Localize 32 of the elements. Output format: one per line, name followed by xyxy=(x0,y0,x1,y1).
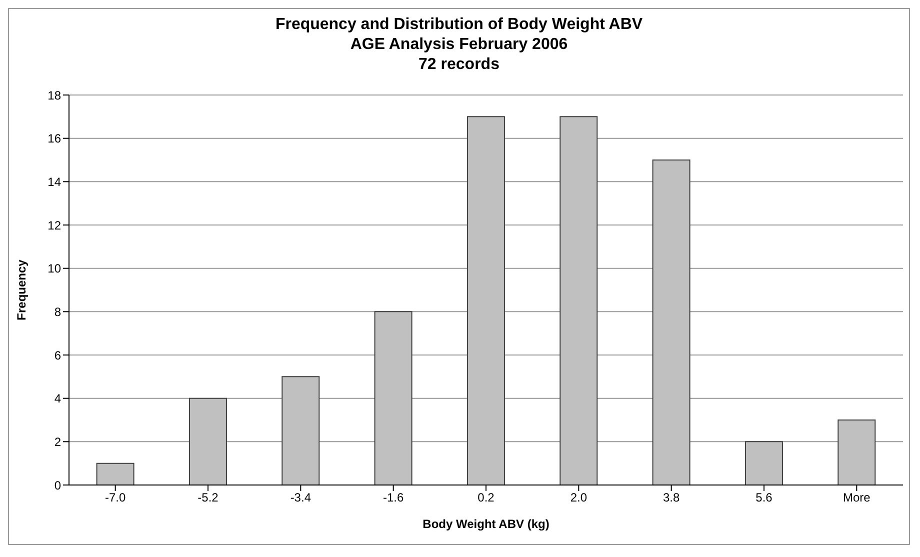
y-axis-title: Frequency xyxy=(14,259,28,320)
y-tick-label: 10 xyxy=(48,262,62,276)
chart-title: Frequency and Distribution of Body Weight ABV xyxy=(274,15,644,35)
x-tick-label: -5.2 xyxy=(198,490,219,505)
y-tick-label: 14 xyxy=(48,174,62,189)
bar xyxy=(744,441,783,485)
x-tick-label: 0.2 xyxy=(478,490,495,505)
bar xyxy=(560,116,598,485)
y-tick-label: 8 xyxy=(54,304,62,319)
y-tick-label: 2 xyxy=(54,434,62,449)
x-tick-label: 3.8 xyxy=(662,490,680,505)
y-tick-label: 16 xyxy=(48,132,62,146)
y-tick-label: 6 xyxy=(54,348,62,362)
y-tick-label: 18 xyxy=(48,88,62,102)
bar xyxy=(282,376,320,485)
y-tick-label: 4 xyxy=(54,392,62,406)
bar xyxy=(466,116,505,485)
x-tick-label: -7.0 xyxy=(104,490,126,505)
bar xyxy=(188,398,227,485)
y-tick-label: 0 xyxy=(54,478,62,492)
y-tick-label: 12 xyxy=(48,218,62,232)
x-tick-label: -1.6 xyxy=(382,490,404,505)
bar xyxy=(838,420,876,485)
x-tick-label: 5.6 xyxy=(756,490,773,505)
bar xyxy=(96,462,134,485)
x-tick-label: 2.0 xyxy=(570,490,588,505)
bar xyxy=(652,160,690,485)
x-tick-label: -3.4 xyxy=(290,490,312,505)
x-axis-title: Body Weight ABV (kg) xyxy=(422,517,550,531)
x-tick-label: More xyxy=(842,490,871,505)
chart-subtitle: AGE Analysis February 2006 72 records xyxy=(349,35,569,75)
bar xyxy=(374,311,412,485)
